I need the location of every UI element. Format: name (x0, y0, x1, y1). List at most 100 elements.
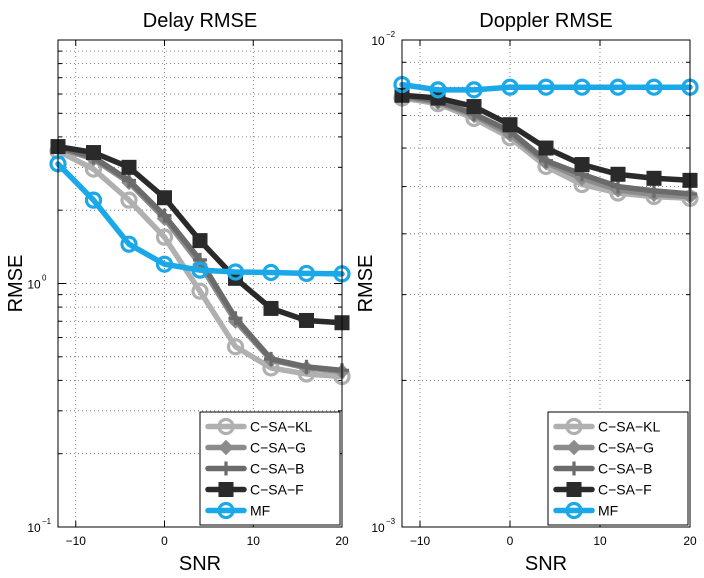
series-c-sa-kl-line (55, 148, 345, 380)
legend-label: MF (250, 503, 270, 519)
legend-entry-c-sa-kl: C−SA−KL (553, 417, 660, 436)
series-c-sa-b-point (611, 179, 625, 194)
series-mf-point (609, 78, 627, 96)
y-axis-label: RMSE (5, 255, 27, 313)
legend: C−SA−KL C−SA−G C−SA−B C−SA−F MF (547, 411, 689, 526)
series-c-sa-f-point (157, 190, 172, 206)
legend-label: C−SA−G (250, 440, 306, 456)
series-c-sa-b-point (122, 173, 136, 188)
series-mf-point (191, 261, 209, 279)
y-tick-exponent: 0 (42, 274, 47, 283)
series-mf-point (120, 235, 138, 253)
series-mf-point (465, 81, 483, 99)
legend-swatch-marker (217, 417, 235, 436)
series-mf-point (501, 78, 519, 96)
series-mf-line (399, 81, 693, 93)
legend-entry-c-sa-g: C−SA−G (553, 439, 654, 456)
legend-swatch-marker (565, 501, 583, 520)
y-tick-exponent: −2 (386, 30, 396, 39)
y-tick-exponent: −1 (42, 517, 52, 526)
legend-swatch-marker (566, 439, 582, 456)
legend-label: C−SA−B (250, 461, 304, 477)
legend-entry-c-sa-b: C−SA−B (553, 461, 652, 477)
series-mf-point (155, 255, 174, 273)
series-c-sa-f-point (263, 300, 279, 316)
y-tick-label: 10 (371, 521, 385, 535)
series-c-sa-b-point (299, 359, 314, 374)
x-axis-label: SNR (525, 553, 567, 575)
series-mf-point (573, 78, 591, 96)
x-tick-label: 10 (593, 534, 607, 548)
series-mf-point (645, 78, 663, 96)
legend-label: C−SA−KL (598, 419, 660, 435)
legend-label: C−SA−KL (250, 419, 312, 435)
series-mf-point (537, 78, 555, 96)
series-c-sa-b-point (647, 183, 661, 198)
legend-entry-c-sa-f: C−SA−F (205, 482, 304, 498)
chart-title: Doppler RMSE (479, 10, 612, 32)
legend-swatch-marker (567, 461, 581, 476)
series-c-sa-b-point (157, 208, 172, 223)
axes-box (401, 39, 691, 528)
series-c-sa-kl-point (155, 228, 174, 246)
x-axis-label: SNR (179, 553, 221, 575)
legend-entry-c-sa-kl: C−SA−KL (205, 417, 312, 436)
x-tick-label: −10 (66, 534, 87, 548)
legend: C−SA−KL C−SA−G C−SA−B C−SA−F MF (199, 411, 341, 526)
legend-label: C−SA−G (598, 440, 654, 456)
series-c-sa-f-point (610, 166, 626, 182)
series-c-sa-b-point (264, 351, 278, 366)
series-mf-point (226, 263, 245, 281)
legend-entry-mf: MF (205, 501, 270, 520)
legend-swatch-marker (565, 417, 583, 436)
series-mf (393, 75, 699, 99)
series-c-sa-kl-point (191, 282, 209, 300)
legend-swatch-marker (217, 501, 235, 520)
series-c-sa-b-point (228, 311, 243, 326)
series-c-sa-kl-point (226, 338, 245, 356)
x-tick-label: 20 (683, 534, 697, 548)
legend-label: MF (598, 503, 618, 519)
series-c-sa-f-point (466, 99, 482, 115)
x-tick-label: 0 (507, 534, 514, 548)
series-c-sa-f-point (192, 233, 208, 249)
legend-entry-mf: MF (553, 501, 618, 520)
y-tick-label: 10 (27, 278, 41, 292)
series-c-sa-kl-point (120, 191, 138, 209)
series-mf-line (55, 161, 345, 277)
axes-box (57, 39, 343, 528)
series-c-sa-f-point (299, 312, 314, 328)
series-mf-point (297, 264, 316, 283)
legend-entry-c-sa-g: C−SA−G (205, 439, 306, 456)
chart-title: Delay RMSE (143, 10, 257, 32)
legend-swatch-marker (218, 439, 234, 456)
series-c-sa-f-point (121, 159, 137, 175)
y-tick-label: 10 (371, 34, 385, 48)
x-tick-label: −10 (410, 534, 431, 548)
legend-swatch-marker (566, 482, 582, 497)
series-c-sa-f-point (574, 157, 590, 173)
series-c-sa-b-point (539, 153, 553, 168)
legend-swatch-marker (219, 461, 233, 476)
series-mf-point (262, 263, 280, 282)
series-c-sa-f-point (646, 170, 662, 186)
legend-entry-c-sa-b: C−SA−B (205, 461, 304, 477)
y-tick-label: 10 (27, 521, 41, 535)
y-axis-label: RMSE (355, 255, 377, 313)
series-c-sa-f-point (538, 140, 554, 156)
x-tick-label: 10 (247, 534, 261, 548)
x-tick-label: 0 (161, 534, 168, 548)
y-tick-exponent: −3 (386, 517, 396, 526)
legend-label: C−SA−B (598, 461, 652, 477)
series-mf-point (429, 81, 447, 99)
series-mf (49, 155, 351, 283)
series-mf-point (84, 191, 103, 209)
legend-label: C−SA−F (250, 482, 304, 498)
x-tick-label: 20 (335, 534, 349, 548)
legend-entry-c-sa-f: C−SA−F (553, 482, 652, 498)
legend-swatch-marker (218, 482, 234, 497)
series-c-sa-f-point (86, 145, 101, 161)
